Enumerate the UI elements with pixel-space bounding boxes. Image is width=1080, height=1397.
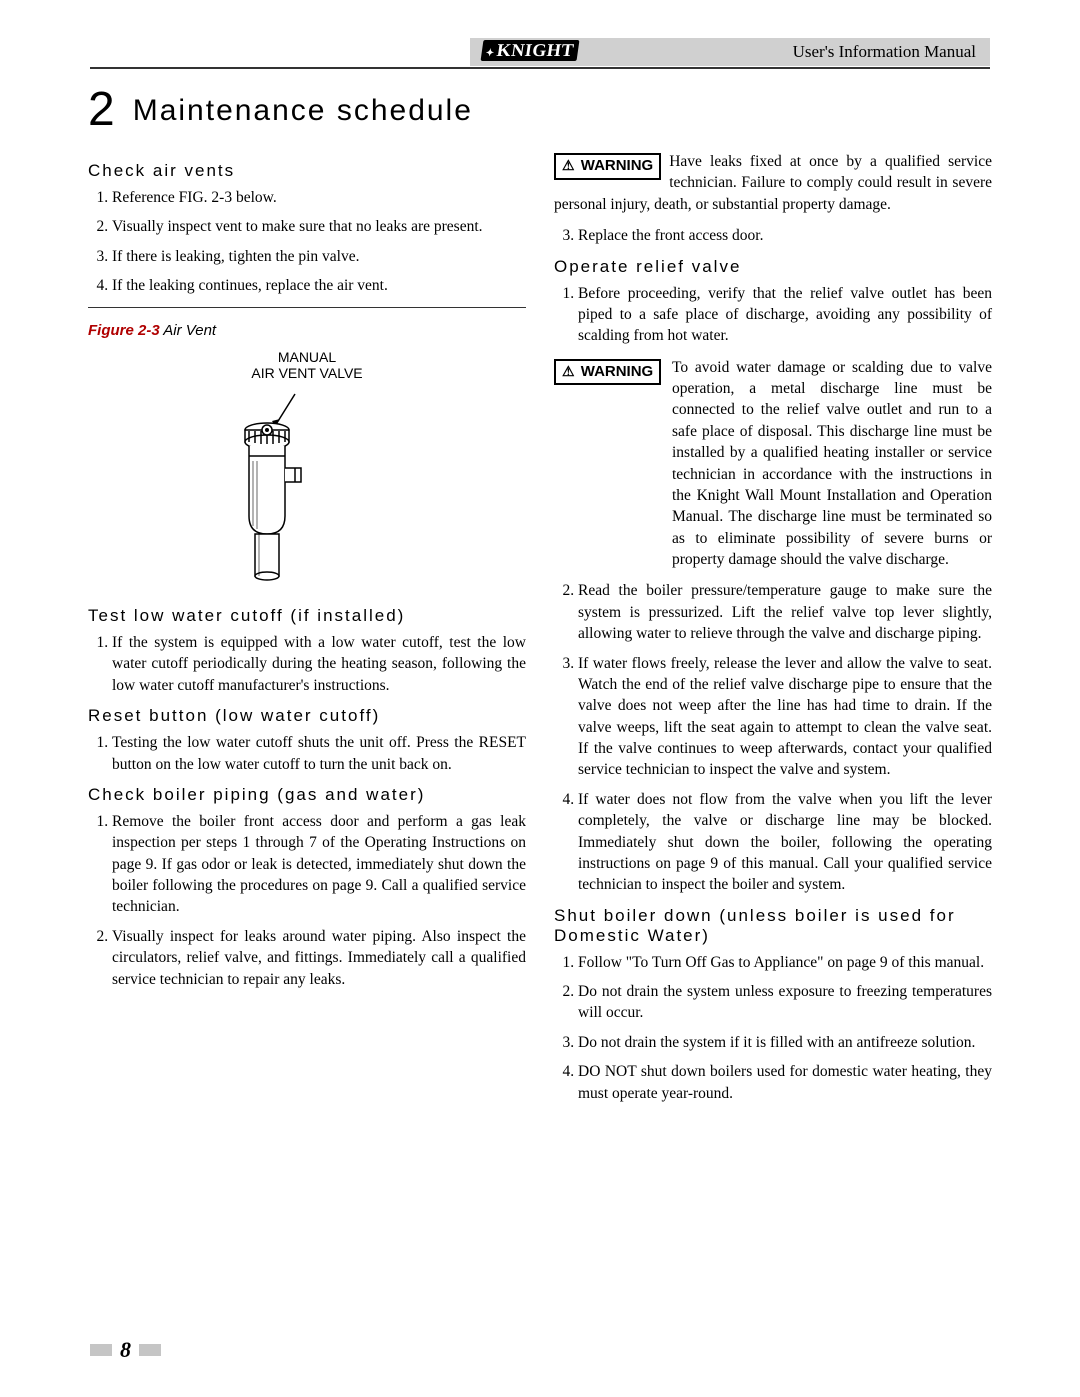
after-warn-steps: Replace the front access door.: [554, 225, 992, 246]
list-item: Visually inspect for leaks around water …: [112, 926, 526, 990]
section-check-piping: Check boiler piping (gas and water): [88, 785, 526, 805]
section-reset-button: Reset button (low water cutoff): [88, 706, 526, 726]
warning-icon: ⚠: [562, 157, 575, 173]
relief-steps-a: Before proceeding, verify that the relie…: [554, 283, 992, 347]
figure-name: Air Vent: [160, 322, 216, 339]
page-content: 2 Maintenance schedule Check air vents Re…: [88, 82, 992, 1347]
list-item: Do not drain the system unless exposure …: [578, 981, 992, 1024]
list-item: If the leaking continues, replace the ai…: [112, 275, 526, 296]
list-item: Testing the low water cutoff shuts the u…: [112, 732, 526, 775]
warning-text: To avoid water damage or scalding due to…: [672, 357, 992, 571]
list-item: If water flows freely, release the lever…: [578, 653, 992, 781]
warning-block-2: ⚠ WARNING To avoid water damage or scald…: [554, 357, 992, 571]
brand-logo: KNIGHT: [481, 40, 580, 61]
chapter-number: 2: [88, 83, 117, 136]
left-column: Check air vents Reference FIG. 2-3 below…: [88, 151, 526, 1114]
list-item: Visually inspect vent to make sure that …: [112, 216, 526, 237]
warning-badge: ⚠ WARNING: [554, 153, 661, 180]
figure-number: Figure 2-3: [88, 322, 160, 339]
figure-label-line2: AIR VENT VALVE: [251, 365, 362, 382]
list-item: If there is leaking, tighten the pin val…: [112, 246, 526, 267]
figure-top-rule: [88, 307, 526, 308]
reset-steps: Testing the low water cutoff shuts the u…: [88, 732, 526, 775]
manual-page: User's Information Manual KNIGHT 2 Mainte…: [0, 0, 1080, 1397]
air-vent-icon: [227, 386, 387, 596]
chapter-heading: 2 Maintenance schedule: [88, 82, 992, 137]
list-item: Reference FIG. 2-3 below.: [112, 187, 526, 208]
list-item: Replace the front access door.: [578, 225, 992, 246]
two-column-layout: Check air vents Reference FIG. 2-3 below…: [88, 151, 992, 1114]
chapter-title: Maintenance schedule: [133, 94, 473, 127]
figure-caption: Figure 2-3 Air Vent: [88, 322, 526, 339]
lwco-steps: If the system is equipped with a low wat…: [88, 632, 526, 696]
list-item: Do not drain the system if it is filled …: [578, 1032, 992, 1053]
list-item: If the system is equipped with a low wat…: [112, 632, 526, 696]
section-test-lwco: Test low water cutoff (if installed): [88, 606, 526, 626]
air-vent-figure: MANUAL AIR VENT VALVE: [88, 345, 526, 597]
list-item: Before proceeding, verify that the relie…: [578, 283, 992, 347]
page-number-block: 8: [90, 1337, 161, 1363]
page-number: 8: [120, 1337, 131, 1363]
warning-badge: ⚠ WARNING: [554, 359, 661, 386]
list-item: DO NOT shut down boilers used for domest…: [578, 1061, 992, 1104]
right-column: ⚠ WARNING Have leaks fixed at once by a …: [554, 151, 992, 1114]
manual-title-text: User's Information Manual: [793, 42, 976, 62]
shutdown-steps: Follow "To Turn Off Gas to Appliance" on…: [554, 952, 992, 1104]
header-divider: [90, 67, 990, 69]
warning-label: WARNING: [581, 157, 654, 174]
page-num-decor-right: [139, 1344, 161, 1356]
figure-label-line1: MANUAL: [251, 349, 362, 366]
piping-steps: Remove the boiler front access door and …: [88, 811, 526, 990]
page-num-decor-left: [90, 1344, 112, 1356]
list-item: Follow "To Turn Off Gas to Appliance" on…: [578, 952, 992, 973]
relief-steps-b: Read the boiler pressure/temperature gau…: [554, 580, 992, 895]
list-item: Remove the boiler front access door and …: [112, 811, 526, 918]
warning-label: WARNING: [581, 363, 654, 380]
section-relief-valve: Operate relief valve: [554, 257, 992, 277]
air-vents-steps: Reference FIG. 2-3 below. Visually inspe…: [88, 187, 526, 297]
list-item: If water does not flow from the valve wh…: [578, 789, 992, 896]
section-check-air-vents: Check air vents: [88, 161, 526, 181]
figure-label: MANUAL AIR VENT VALVE: [251, 349, 362, 383]
section-shut-boiler-down: Shut boiler down (unless boiler is used …: [554, 906, 992, 946]
warning-block-1: ⚠ WARNING Have leaks fixed at once by a …: [554, 151, 992, 215]
warning-icon: ⚠: [562, 363, 575, 379]
list-item: Read the boiler pressure/temperature gau…: [578, 580, 992, 644]
